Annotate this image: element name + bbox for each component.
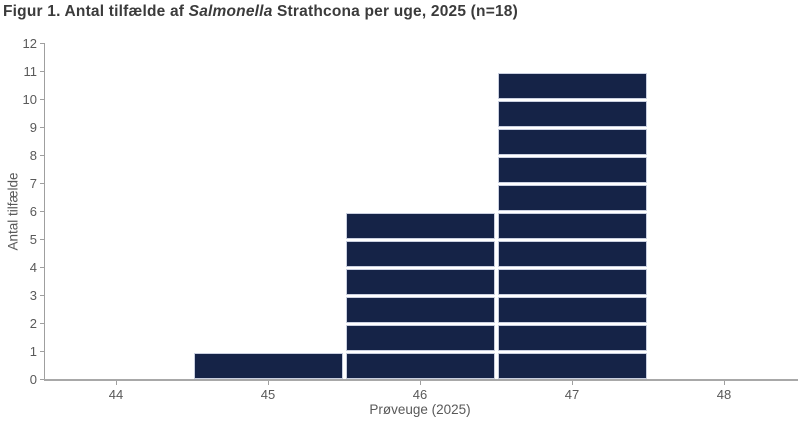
bar-week-45-case-1 bbox=[193, 353, 343, 379]
bar-week-46-case-3 bbox=[345, 297, 495, 323]
figure-title-suffix: Strathcona per uge, 2025 (n=18) bbox=[272, 3, 518, 20]
bar-week-47-case-3 bbox=[497, 297, 647, 323]
y-tick-label-5: 5 bbox=[29, 231, 37, 247]
x-tick-46 bbox=[420, 381, 421, 385]
y-tick-6 bbox=[40, 210, 44, 212]
y-tick-4 bbox=[40, 266, 44, 268]
figure-title: Figur 1. Antal tilfælde af Salmonella St… bbox=[3, 3, 518, 21]
bar-week-47-case-6 bbox=[497, 213, 647, 239]
y-tick-2 bbox=[40, 322, 44, 324]
x-axis-line bbox=[44, 379, 798, 381]
x-tick-45 bbox=[268, 381, 269, 385]
y-tick-label-12: 12 bbox=[22, 35, 37, 51]
bar-week-47-case-7 bbox=[497, 185, 647, 211]
x-tick-48 bbox=[724, 381, 725, 385]
bar-week-46-case-1 bbox=[345, 353, 495, 379]
y-tick-label-2: 2 bbox=[29, 315, 37, 331]
bar-week-47-case-1 bbox=[497, 353, 647, 379]
y-tick-11 bbox=[40, 70, 44, 72]
y-tick-0 bbox=[40, 378, 44, 380]
y-tick-label-1: 1 bbox=[29, 343, 37, 359]
y-tick-label-0: 0 bbox=[29, 371, 37, 387]
y-tick-label-8: 8 bbox=[29, 147, 37, 163]
y-tick-10 bbox=[40, 98, 44, 100]
x-axis-title: Prøveuge (2025) bbox=[369, 402, 471, 417]
bar-week-47-case-5 bbox=[497, 241, 647, 267]
y-tick-12 bbox=[40, 42, 44, 44]
bar-week-47-case-2 bbox=[497, 325, 647, 351]
bar-week-47-case-10 bbox=[497, 101, 647, 127]
figure-title-organism: Salmonella bbox=[188, 3, 273, 20]
y-tick-7 bbox=[40, 182, 44, 184]
bar-week-47-case-11 bbox=[497, 73, 647, 99]
y-tick-label-11: 11 bbox=[23, 63, 38, 79]
figure-title-prefix: Figur 1. Antal tilfælde af bbox=[3, 3, 189, 20]
bar-week-46-case-4 bbox=[345, 269, 495, 295]
y-tick-8 bbox=[40, 154, 44, 156]
y-tick-9 bbox=[40, 126, 44, 128]
y-tick-label-4: 4 bbox=[29, 259, 37, 275]
y-tick-label-9: 9 bbox=[29, 119, 37, 135]
bar-week-47-case-8 bbox=[497, 157, 647, 183]
bar-week-47-case-9 bbox=[497, 129, 647, 155]
x-tick-47 bbox=[572, 381, 573, 385]
x-tick-label-44: 44 bbox=[108, 387, 124, 402]
y-tick-1 bbox=[40, 350, 44, 352]
bar-week-47-case-4 bbox=[497, 269, 647, 295]
bar-week-46-case-2 bbox=[345, 325, 495, 351]
y-tick-3 bbox=[40, 294, 44, 296]
bar-week-46-case-5 bbox=[345, 241, 495, 267]
x-tick-label-46: 46 bbox=[412, 387, 428, 402]
y-tick-label-3: 3 bbox=[29, 287, 37, 303]
bar-week-46-case-6 bbox=[345, 213, 495, 239]
y-axis-line bbox=[44, 43, 45, 380]
x-tick-label-45: 45 bbox=[260, 387, 276, 402]
y-tick-label-7: 7 bbox=[29, 175, 37, 191]
y-tick-label-6: 6 bbox=[29, 203, 37, 219]
x-tick-44 bbox=[116, 381, 117, 385]
x-tick-label-47: 47 bbox=[564, 387, 580, 402]
y-tick-5 bbox=[40, 238, 44, 240]
y-tick-label-10: 10 bbox=[22, 91, 37, 107]
x-tick-label-48: 48 bbox=[716, 387, 732, 402]
